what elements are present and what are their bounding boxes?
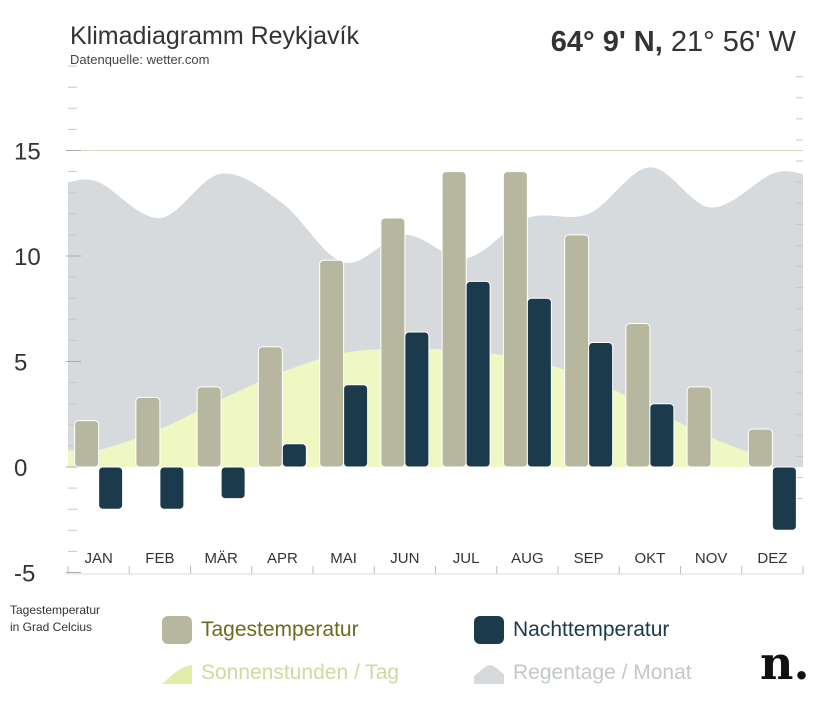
caption-line-2: in Grad Celcius xyxy=(10,620,93,634)
legend-sunshine: Sonnenstunden / Tag xyxy=(162,661,399,685)
legend-day-temp-label: Tagestemperatur xyxy=(201,618,359,641)
legend-sunshine-swatch xyxy=(162,665,192,684)
day-temp-bar-jul xyxy=(441,171,467,468)
y-tick-label: 10 xyxy=(14,244,41,271)
legend-night-temp-label: Nachttemperatur xyxy=(513,618,670,641)
legend-sunshine-label: Sonnenstunden / Tag xyxy=(201,661,400,684)
day-temp-bar-aug xyxy=(502,171,528,468)
legend-rain-days: Regentage / Monat xyxy=(474,661,692,685)
brand-logo: n. xyxy=(760,636,810,690)
night-temp-bar-aug xyxy=(526,297,552,468)
x-tick-label-jun: JUN xyxy=(390,550,419,567)
longitude: 21° 56' W xyxy=(670,26,796,58)
x-tick-label-aug: AUG xyxy=(511,550,544,567)
day-temp-bar-mai xyxy=(319,259,345,468)
data-source: Datenquelle: wetter.com xyxy=(70,52,210,67)
day-temp-bar-apr xyxy=(257,346,283,468)
x-tick-label-sep: SEP xyxy=(574,550,604,567)
y-tick-label: 5 xyxy=(14,350,27,377)
night-temp-bar-sep xyxy=(588,342,614,468)
x-tick-label-nov: NOV xyxy=(695,550,728,567)
x-tick-label-mär: MÄR xyxy=(204,550,238,567)
night-temp-bar-jul xyxy=(465,280,491,468)
day-temp-bar-feb xyxy=(135,396,161,468)
night-temp-bar-dez xyxy=(771,466,797,531)
legend-rain-days-swatch xyxy=(474,665,504,684)
x-tick-label-okt: OKT xyxy=(634,550,665,567)
day-temp-bar-sep xyxy=(564,234,590,468)
night-temp-bar-okt xyxy=(649,403,675,468)
legend-day-temp: Tagestemperatur xyxy=(162,616,359,644)
day-temp-bar-okt xyxy=(625,323,651,468)
night-temp-bar-apr xyxy=(281,443,307,468)
x-tick-label-dez: DEZ xyxy=(757,550,787,567)
day-temp-bar-jan xyxy=(74,420,100,468)
y-tick-label: 0 xyxy=(14,455,27,482)
night-temp-bar-jan xyxy=(98,466,124,510)
day-temp-bar-nov xyxy=(686,386,712,468)
x-tick-label-feb: FEB xyxy=(145,550,174,567)
caption-line-1: Tagestemperatur xyxy=(10,603,101,617)
night-temp-bar-jun xyxy=(404,331,430,468)
day-temp-bar-jun xyxy=(380,217,406,468)
coordinates: 64° 9' N, 21° 56' W xyxy=(551,26,796,59)
x-tick-label-jan: JAN xyxy=(84,550,112,567)
legend-day-temp-swatch xyxy=(162,616,192,644)
y-tick-label: 15 xyxy=(14,139,41,166)
climate-chart: -5 0 5 10 15 JAN FEB MÄR APR MAI JUN JUL AUG SEP OKT NO… xyxy=(14,65,804,588)
chart-title: Klimadiagramm Reykjavík xyxy=(70,22,359,50)
night-temp-bar-feb xyxy=(159,466,185,510)
legend-night-temp-swatch xyxy=(474,616,504,644)
day-temp-bar-dez xyxy=(747,428,773,468)
night-temp-bar-mär xyxy=(220,466,246,500)
legend-night-temp: Nachttemperatur xyxy=(474,616,669,644)
latitude: 64° 9' N, xyxy=(550,26,663,58)
x-tick-label-jul: JUL xyxy=(453,550,480,567)
y-axis-caption: Tagestemperatur in Grad Celcius xyxy=(10,602,140,636)
night-temp-bar-mai xyxy=(343,384,369,468)
day-temp-bar-mär xyxy=(196,386,222,468)
x-tick-label-mai: MAI xyxy=(330,550,357,567)
y-tick-label: -5 xyxy=(14,561,35,588)
legend-rain-days-label: Regentage / Monat xyxy=(513,661,692,684)
x-tick-label-apr: APR xyxy=(267,550,298,567)
